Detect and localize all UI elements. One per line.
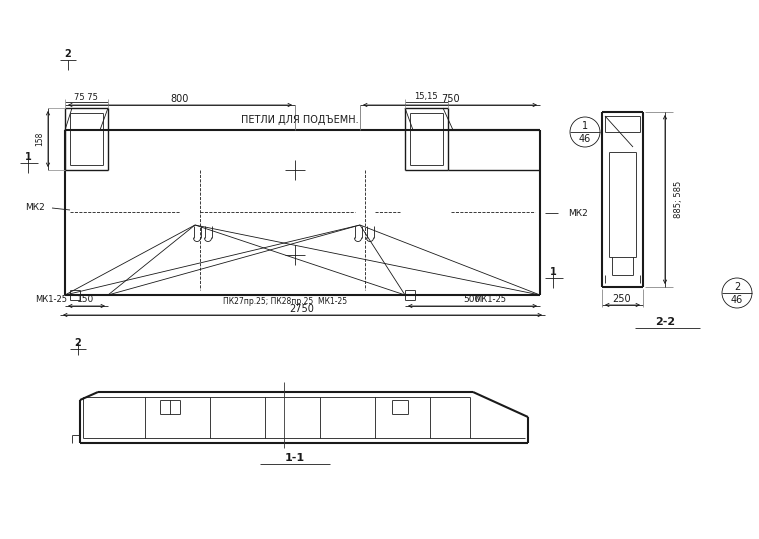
Text: ПЕТЛИ ДЛЯ ПОДЪЕМН.: ПЕТЛИ ДЛЯ ПОДЪЕМН. [241,115,359,125]
Text: 2-2: 2-2 [655,317,675,327]
Text: 750: 750 [441,94,459,104]
Text: 46: 46 [731,295,743,305]
Text: 2: 2 [74,338,81,348]
Text: МК2: МК2 [568,209,587,218]
Text: МК1-25: МК1-25 [35,295,67,305]
Text: МК1-25: МК1-25 [474,295,506,305]
Text: 2: 2 [65,49,71,59]
Text: 500: 500 [464,295,480,305]
Text: 1-1: 1-1 [285,453,305,463]
Text: 250: 250 [613,294,631,304]
Text: 885; 585: 885; 585 [675,181,684,218]
Text: 75 75: 75 75 [74,93,98,101]
Text: 800: 800 [171,94,189,104]
Text: МК2: МК2 [25,204,45,212]
Text: 1: 1 [24,152,31,162]
Text: 2750: 2750 [290,304,314,314]
Text: 15,15: 15,15 [414,93,438,101]
Text: 150: 150 [77,295,95,305]
Text: 1: 1 [582,121,588,131]
Text: 46: 46 [579,134,591,144]
Text: 2: 2 [734,282,740,292]
Text: ПК27пр.25; ПК28пр.25  МК1-25: ПК27пр.25; ПК28пр.25 МК1-25 [223,296,347,306]
Text: 158: 158 [36,132,45,146]
Text: 1: 1 [550,267,556,277]
